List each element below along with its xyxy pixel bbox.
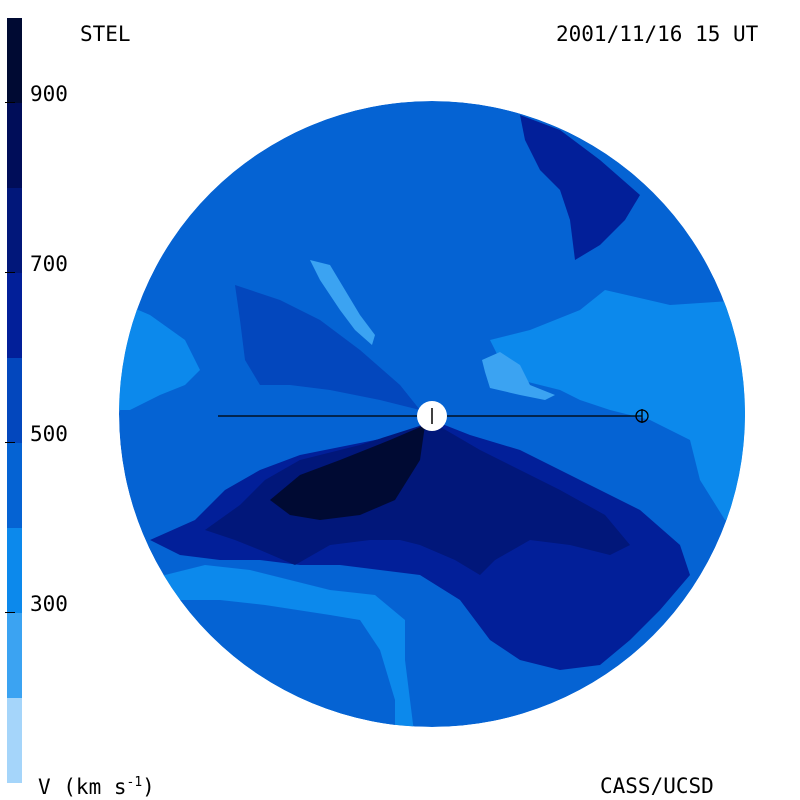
units-label: V (km s-1) bbox=[38, 775, 155, 799]
colorbar-band bbox=[7, 188, 22, 273]
colorbar-band bbox=[7, 613, 22, 698]
instrument-label: STEL bbox=[80, 22, 131, 46]
colorbar-tick bbox=[5, 612, 15, 613]
colorbar-tick bbox=[5, 102, 15, 103]
colorbar-tick bbox=[5, 442, 15, 443]
contour-left-light bbox=[119, 300, 200, 410]
colorbar-tick-label: 700 bbox=[30, 252, 68, 276]
colorbar-band bbox=[7, 443, 22, 528]
contour-lower-darker-band bbox=[205, 422, 630, 575]
earth-icon bbox=[635, 409, 649, 423]
colorbar-band bbox=[7, 273, 22, 358]
contour-right-lighter bbox=[482, 352, 555, 400]
contour-thin-ray bbox=[310, 260, 375, 345]
colorbar-band bbox=[7, 358, 22, 443]
colorbar-tick-label: 900 bbox=[30, 82, 68, 106]
contour-lower-darkest bbox=[270, 425, 425, 520]
colorbar-band bbox=[7, 528, 22, 613]
timestamp-label: 2001/11/16 15 UT bbox=[556, 22, 759, 46]
colorbar-band bbox=[7, 698, 22, 783]
credit-label: CASS/UCSD bbox=[600, 774, 714, 798]
colorbar-tick bbox=[5, 272, 15, 273]
colorbar-band bbox=[7, 103, 22, 188]
colorbar-tick-label: 500 bbox=[30, 422, 68, 446]
colorbar bbox=[7, 18, 22, 783]
colorbar-band bbox=[7, 18, 22, 103]
contour-top-dark bbox=[520, 115, 640, 260]
contour-right-light bbox=[490, 290, 745, 520]
contour-upper-left-dark bbox=[235, 285, 420, 410]
colorbar-tick-label: 300 bbox=[30, 592, 68, 616]
